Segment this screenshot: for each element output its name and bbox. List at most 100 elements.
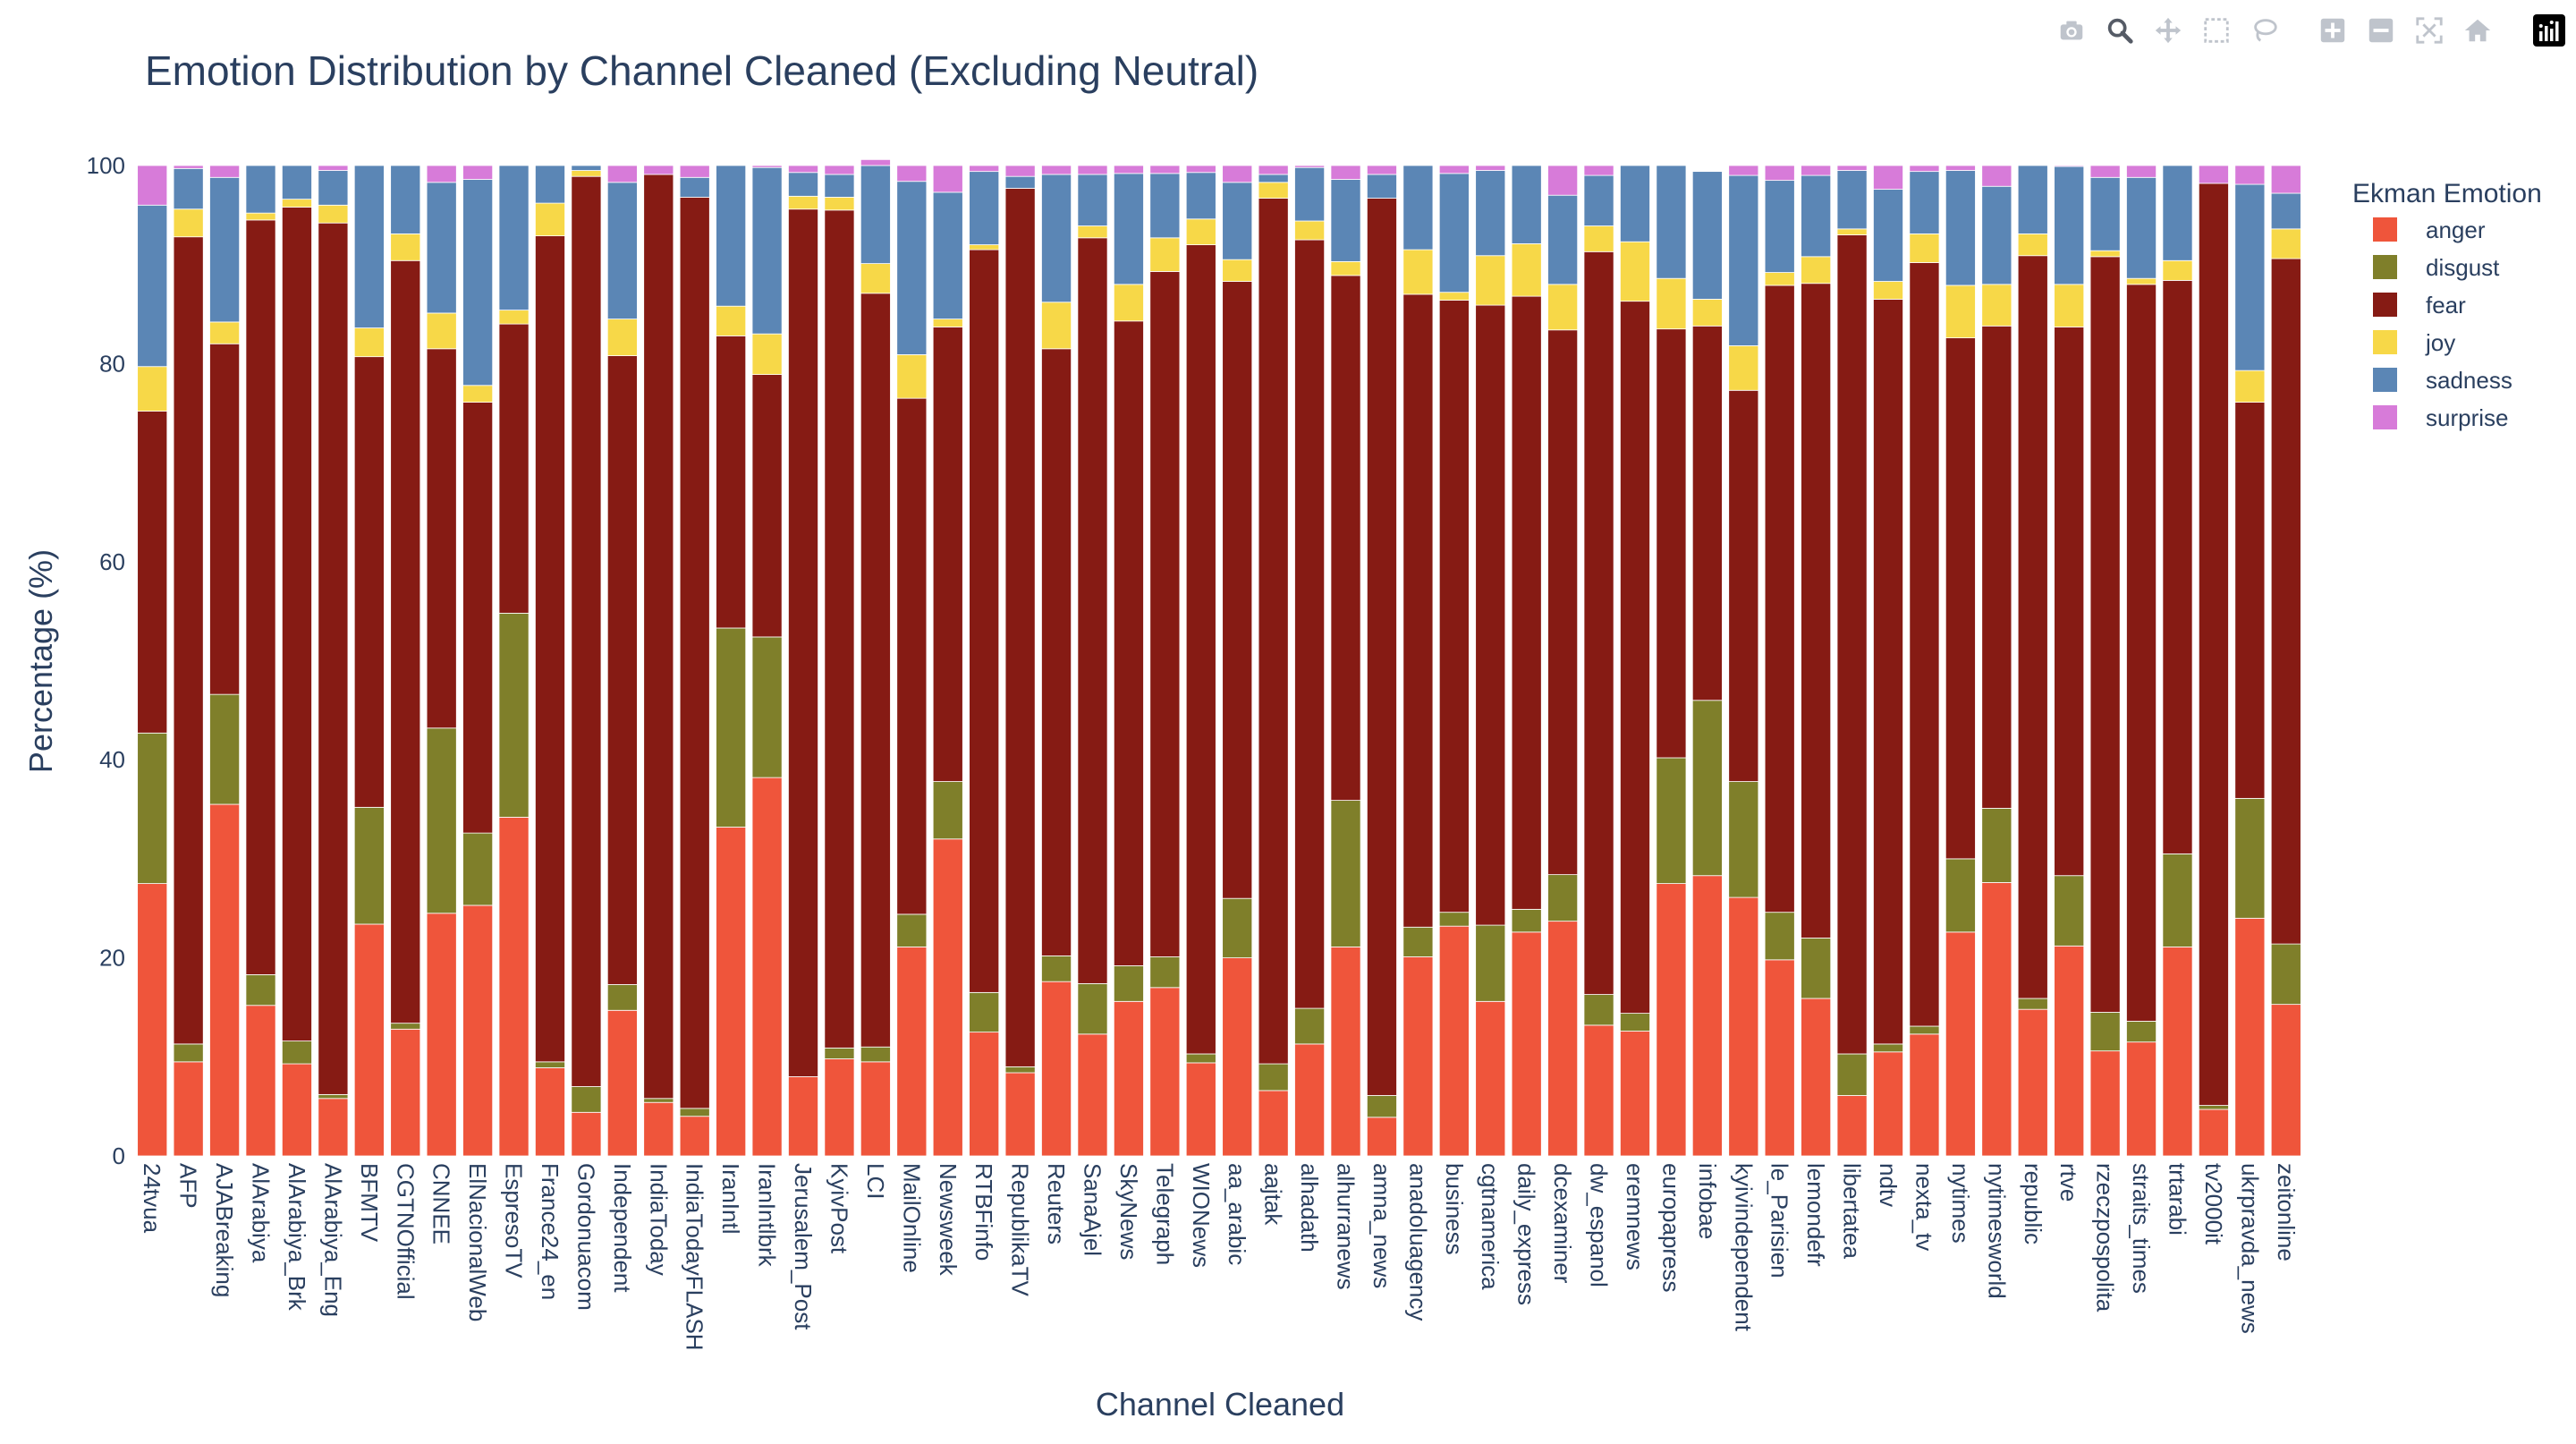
bar-sadness-alhurranews[interactable] (1330, 179, 1361, 262)
bar-fear-Jerusalem_Post[interactable] (788, 208, 819, 1077)
bar-anger-infobae[interactable] (1691, 875, 1723, 1157)
bar-fear-Newsweek[interactable] (932, 327, 963, 782)
bar-disgust-LCI[interactable] (860, 1046, 891, 1063)
bar-sadness-KyivPost[interactable] (824, 174, 855, 198)
bar-joy-nytimesworld[interactable] (1981, 284, 2012, 327)
bar-surprise-IndiaToday[interactable] (643, 165, 674, 175)
bar-anger-IranIntl[interactable] (716, 827, 747, 1157)
plot-background[interactable] (134, 166, 2304, 1156)
bar-joy-dcexaminer[interactable] (1547, 284, 1579, 331)
bar-fear-SkyNews[interactable] (1113, 320, 1144, 966)
bar-fear-alhurranews[interactable] (1330, 275, 1361, 801)
bar-sadness-IndiaTodayFLASH[interactable] (679, 176, 710, 198)
bar-surprise-Reuters[interactable] (1041, 165, 1072, 175)
bar-fear-ndtv[interactable] (1873, 299, 1903, 1045)
bar-joy-ElNacionalWeb[interactable] (462, 385, 494, 403)
bar-anger-AFP[interactable] (173, 1061, 204, 1157)
bar-surprise-AFP[interactable] (173, 165, 204, 169)
bar-sadness-nytimesworld[interactable] (1981, 185, 2012, 285)
bar-joy-nytimes[interactable] (1945, 285, 1976, 339)
bar-disgust-libertatea[interactable] (1836, 1053, 1868, 1096)
bar-fear-France24_en[interactable] (535, 235, 565, 1063)
bar-sadness-republic[interactable] (2017, 165, 2048, 234)
bar-disgust-aajtak[interactable] (1258, 1063, 1289, 1091)
bar-anger-France24_en[interactable] (535, 1067, 565, 1157)
zoom-icon[interactable] (2102, 13, 2138, 48)
bar-joy-aajtak[interactable] (1258, 182, 1289, 199)
bar-fear-IranIntl[interactable] (716, 335, 747, 629)
bar-fear-Reuters[interactable] (1041, 348, 1072, 956)
bar-anger-Independent[interactable] (606, 1009, 638, 1157)
bar-sadness-business[interactable] (1438, 173, 1470, 293)
bar-anger-LCI[interactable] (860, 1061, 891, 1157)
bar-surprise-libertatea[interactable] (1836, 165, 1868, 171)
bar-sadness-CGTNOfficial[interactable] (390, 165, 421, 234)
bar-disgust-ElNacionalWeb[interactable] (462, 832, 494, 906)
bar-anger-IndiaTodayFLASH[interactable] (679, 1116, 710, 1157)
bar-surprise-dcexaminer[interactable] (1547, 165, 1579, 196)
bar-anger-AlArabiya_Eng[interactable] (318, 1098, 349, 1157)
legend-label-surprise[interactable]: surprise (2426, 404, 2508, 431)
bar-disgust-kyivindependent[interactable] (1728, 781, 1759, 898)
bar-fear-CGTNOfficial[interactable] (390, 259, 421, 1024)
bar-disgust-Reuters[interactable] (1041, 955, 1072, 982)
bar-anger-KyivPost[interactable] (824, 1058, 855, 1157)
bar-joy-ukrpravda_news[interactable] (2234, 369, 2266, 403)
bar-joy-AlArabiya[interactable] (245, 212, 276, 221)
bar-anger-Jerusalem_Post[interactable] (788, 1076, 819, 1157)
bar-disgust-eremnews[interactable] (1620, 1013, 1650, 1032)
camera-icon[interactable] (2054, 13, 2089, 48)
bar-disgust-AFP[interactable] (173, 1043, 204, 1063)
bar-joy-Jerusalem_Post[interactable] (788, 195, 819, 210)
bar-surprise-Newsweek[interactable] (932, 165, 963, 193)
bar-fear-IndiaToday[interactable] (643, 174, 674, 1100)
legend-label-fear[interactable]: fear (2426, 292, 2466, 319)
bar-joy-cgtnamerica[interactable] (1475, 255, 1506, 306)
bar-anger-AlArabiya[interactable] (245, 1005, 276, 1157)
bar-surprise-ElNacionalWeb[interactable] (462, 165, 494, 180)
bar-disgust-ndtv[interactable] (1873, 1043, 1903, 1053)
bar-disgust-lemondefr[interactable] (1801, 938, 1832, 999)
bar-anger-rtve[interactable] (2054, 945, 2085, 1157)
bar-disgust-nytimes[interactable] (1945, 858, 1976, 933)
bar-fear-LCI[interactable] (860, 293, 891, 1048)
bar-joy-zeitonline[interactable] (2270, 228, 2301, 259)
bar-surprise-Jerusalem_Post[interactable] (788, 165, 819, 174)
bar-surprise-IranIntlbrk[interactable] (751, 165, 783, 168)
bar-surprise-CNNEE[interactable] (426, 165, 457, 183)
bar-disgust-tv2000it[interactable] (2198, 1105, 2229, 1110)
bar-sadness-eremnews[interactable] (1620, 165, 1650, 242)
bar-anger-dw_espanol[interactable] (1583, 1024, 1614, 1157)
bar-sadness-24tvua[interactable] (137, 204, 168, 368)
bar-disgust-CNNEE[interactable] (426, 727, 457, 914)
bar-anger-EspresoTV[interactable] (498, 817, 530, 1157)
bar-joy-AlArabiya_Eng[interactable] (318, 204, 349, 224)
bar-disgust-alhadath[interactable] (1294, 1007, 1326, 1045)
bar-fear-le_Parisien[interactable] (1764, 285, 1795, 913)
bar-anger-le_Parisien[interactable] (1764, 959, 1795, 1157)
bar-surprise-dw_espanol[interactable] (1583, 165, 1614, 176)
bar-sadness-aajtak[interactable] (1258, 174, 1289, 183)
bar-joy-alhadath[interactable] (1294, 220, 1326, 241)
bar-fear-daily_express[interactable] (1511, 295, 1542, 910)
bar-joy-infobae[interactable] (1691, 299, 1723, 327)
bar-joy-nexta_tv[interactable] (1909, 233, 1940, 263)
bar-disgust-dcexaminer[interactable] (1547, 874, 1579, 922)
bar-joy-MailOnline[interactable] (896, 354, 928, 399)
bar-anger-IranIntlbrk[interactable] (751, 777, 783, 1157)
bar-anger-nytimesworld[interactable] (1981, 882, 2012, 1157)
bar-joy-dw_espanol[interactable] (1583, 225, 1614, 252)
bar-sadness-dw_espanol[interactable] (1583, 174, 1614, 226)
bar-disgust-business[interactable] (1438, 912, 1470, 927)
bar-sadness-IranIntlbrk[interactable] (751, 166, 783, 335)
bar-anger-CGTNOfficial[interactable] (390, 1028, 421, 1157)
bar-joy-AJABreaking[interactable] (209, 321, 241, 344)
bar-anger-WIONews[interactable] (1185, 1062, 1216, 1157)
bar-joy-CNNEE[interactable] (426, 312, 457, 350)
bar-disgust-ukrpravda_news[interactable] (2234, 797, 2266, 919)
bar-anger-eremnews[interactable] (1620, 1031, 1650, 1157)
bar-sadness-Reuters[interactable] (1041, 174, 1072, 303)
bar-sadness-RTBFinfo[interactable] (969, 171, 1000, 245)
bar-surprise-alhurranews[interactable] (1330, 165, 1361, 180)
bar-sadness-AFP[interactable] (173, 167, 204, 210)
